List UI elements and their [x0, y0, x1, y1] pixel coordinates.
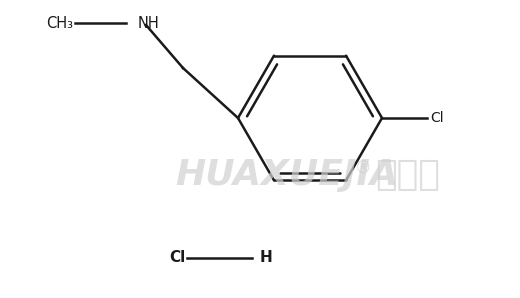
Text: ®: ® — [355, 159, 371, 177]
Text: 化学加: 化学加 — [375, 158, 440, 192]
Text: Cl: Cl — [430, 111, 444, 125]
Text: NH: NH — [138, 15, 160, 30]
Text: Cl: Cl — [169, 251, 185, 266]
Text: HUAXUEJIA: HUAXUEJIA — [175, 158, 398, 192]
Text: H: H — [260, 251, 273, 266]
Text: CH₃: CH₃ — [46, 15, 73, 30]
